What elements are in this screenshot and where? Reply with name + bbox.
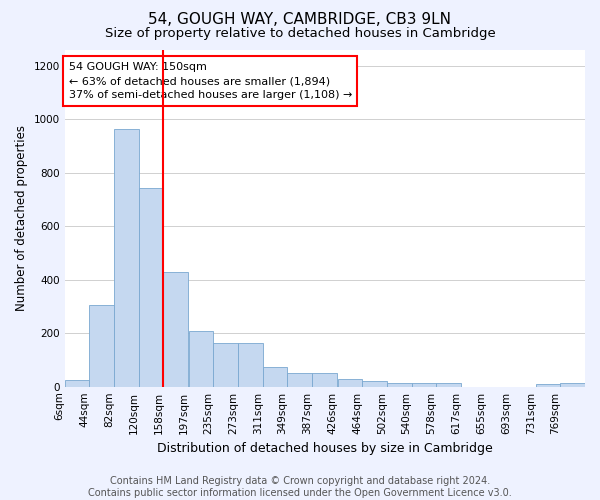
Bar <box>189 330 214 386</box>
Bar <box>412 382 436 386</box>
Bar <box>89 305 114 386</box>
Bar <box>163 272 188 386</box>
Y-axis label: Number of detached properties: Number of detached properties <box>15 126 28 312</box>
Text: Contains HM Land Registry data © Crown copyright and database right 2024.
Contai: Contains HM Land Registry data © Crown c… <box>88 476 512 498</box>
Bar <box>312 374 337 386</box>
Bar <box>536 384 560 386</box>
Bar <box>287 374 312 386</box>
Bar <box>338 378 362 386</box>
Bar <box>114 129 139 386</box>
Text: Size of property relative to detached houses in Cambridge: Size of property relative to detached ho… <box>104 28 496 40</box>
Bar <box>238 342 263 386</box>
Text: 54 GOUGH WAY: 150sqm
← 63% of detached houses are smaller (1,894)
37% of semi-de: 54 GOUGH WAY: 150sqm ← 63% of detached h… <box>68 62 352 100</box>
Bar <box>436 382 461 386</box>
Text: 54, GOUGH WAY, CAMBRIDGE, CB3 9LN: 54, GOUGH WAY, CAMBRIDGE, CB3 9LN <box>149 12 452 28</box>
Bar <box>65 380 89 386</box>
Bar <box>560 382 585 386</box>
X-axis label: Distribution of detached houses by size in Cambridge: Distribution of detached houses by size … <box>157 442 493 455</box>
Bar <box>214 342 238 386</box>
Bar <box>387 382 412 386</box>
Bar <box>263 366 287 386</box>
Bar <box>139 188 163 386</box>
Bar <box>362 382 387 386</box>
